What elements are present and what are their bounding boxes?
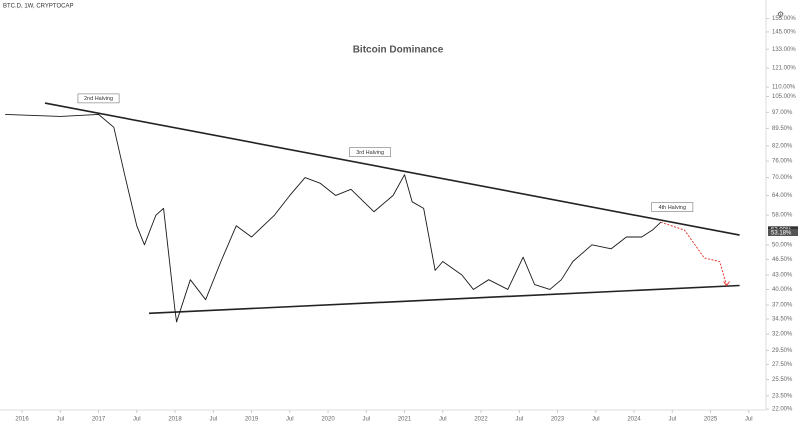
y-tick-label: 70.00% [772, 175, 793, 181]
x-tick-label: Jul [439, 417, 447, 423]
y-tick-label: 37.00% [772, 303, 793, 309]
y-tick-label: 22.00% [772, 407, 793, 413]
x-tick-label: Jul [592, 417, 600, 423]
x-tick-label: Jul [209, 417, 217, 423]
x-tick-label: 2021 [398, 417, 412, 423]
y-tick-label: 34.50% [772, 317, 793, 323]
y-tick-label: 32.00% [772, 332, 793, 338]
x-tick-label: Jul [133, 417, 141, 423]
chart-title: Bitcoin Dominance [353, 45, 444, 56]
price-line [5, 113, 662, 323]
y-tick-label: 25.50% [772, 377, 793, 383]
x-tick-label: Jul [56, 417, 64, 423]
y-tick-label: 29.50% [772, 348, 793, 354]
y-tick-label: 43.00% [772, 273, 793, 279]
y-tick-label: 121.00% [772, 66, 796, 72]
x-tick-label: 2024 [627, 417, 641, 423]
y-tick-label: 82.00% [772, 143, 793, 149]
trendline [148, 284, 740, 315]
y-tick-label: 50.00% [772, 242, 793, 248]
y-tick-label: 76.00% [772, 159, 793, 165]
x-tick-label: Jul [362, 417, 370, 423]
y-tick-label: 110.00% [772, 85, 796, 91]
annotation-label: 4th Halving [659, 205, 687, 211]
x-tick-label: Jul [745, 417, 753, 423]
last-value-box [768, 229, 798, 237]
annotation-label: 2nd Halving [84, 96, 113, 102]
x-tick-label: 2023 [551, 417, 565, 423]
x-tick-label: 2020 [321, 417, 335, 423]
x-tick-label: 2022 [474, 417, 488, 423]
y-tick-label: 27.50% [772, 362, 793, 368]
annotation-box [77, 93, 120, 104]
x-tick-label: 2016 [15, 417, 29, 423]
annotation-box [349, 147, 392, 157]
y-tick-label: 89.50% [772, 126, 793, 132]
x-tick-label: Jul [668, 417, 676, 423]
y-tick-label: 145.00% [772, 30, 796, 36]
y-tick-label: 58.00% [772, 213, 793, 219]
y-tick-label: 155.00% [772, 16, 796, 22]
x-tick-label: 2017 [92, 417, 106, 423]
y-tick-label: 40.00% [772, 287, 793, 293]
y-tick-label: 97.00% [772, 110, 793, 116]
y-tick-label: 133.00% [772, 47, 796, 53]
x-tick-label: 2019 [245, 417, 259, 423]
projection-arrow [723, 281, 731, 287]
x-tick-label: Jul [515, 417, 523, 423]
y-tick-label: 23.50% [772, 393, 793, 399]
settings-icon[interactable]: ⚙ [777, 10, 784, 19]
y-tick-label: 46.50% [772, 257, 793, 263]
annotation-box [651, 202, 694, 212]
annotation-label: 3rd Halving [356, 150, 384, 156]
chart-header: BTC.D, 1W, CRYPTOCAP [3, 4, 73, 10]
x-tick-label: 2018 [168, 417, 182, 423]
y-tick-label: 64.00% [772, 193, 793, 199]
trendline [44, 102, 740, 236]
x-tick-label: 2025 [704, 417, 718, 423]
last-value-label: 53.18% [771, 230, 792, 236]
x-tick-label: Jul [286, 417, 294, 423]
y-tick-label: 105.00% [772, 94, 796, 100]
